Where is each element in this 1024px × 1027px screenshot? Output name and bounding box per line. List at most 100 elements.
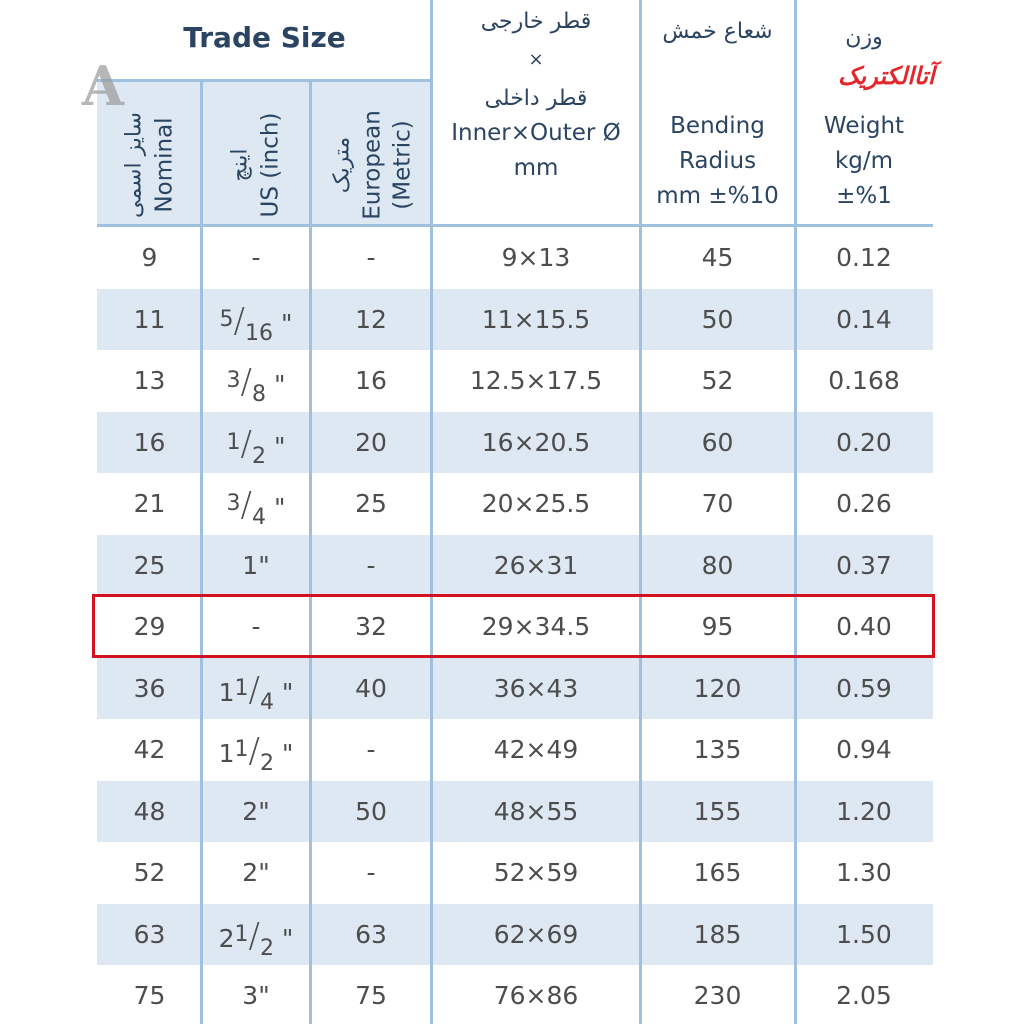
fraction-numerator: 1 xyxy=(226,429,241,455)
cell-dims: 48×55 xyxy=(493,796,579,826)
cell-bend: 155 xyxy=(693,796,742,826)
grid-line xyxy=(309,80,312,1024)
inch-mark: " xyxy=(281,677,294,707)
cell-us: 1/2 " xyxy=(226,423,286,469)
cell-bend: 120 xyxy=(693,673,742,703)
fraction-denominator: 4 xyxy=(259,689,274,715)
cell-weight: 0.168 xyxy=(828,366,900,395)
dims-header-en2: mm xyxy=(513,155,559,181)
weight-header-en2: kg/m xyxy=(834,148,894,174)
metric-header-en1: European xyxy=(359,110,386,220)
cell-bend: 135 xyxy=(693,735,742,764)
inch-mark: " xyxy=(280,308,293,338)
highlighted-row-box xyxy=(92,594,935,658)
cell-weight: 1.50 xyxy=(836,919,892,949)
table-row: 29 - 32 29×34.5 95 0.40 xyxy=(97,596,933,658)
cell-metric: 12 xyxy=(355,304,387,334)
cell-metric: - xyxy=(366,735,376,764)
cell-bend: 70 xyxy=(701,489,734,518)
dims-header-fa1: قطر خارجی xyxy=(480,9,592,34)
watermark-logo: A xyxy=(82,54,124,118)
cell-dims: 9×13 xyxy=(501,243,571,272)
table-row: 48 2" 50 48×55 155 1.20 xyxy=(97,780,933,842)
us-inch-header: اینچ US (inch) xyxy=(226,93,286,238)
grid-line xyxy=(200,80,203,1024)
bend-header: شعاع خمش Bending Radius mm ±%10 xyxy=(640,14,795,214)
cell-us: 3/4 " xyxy=(226,485,286,530)
cell-nominal: 36 xyxy=(133,673,166,703)
fraction-whole: 1 xyxy=(218,739,235,768)
inch-mark: " xyxy=(281,739,294,768)
cell-bend: 60 xyxy=(701,427,734,457)
dims-header-x: × xyxy=(528,49,544,70)
table-row: 36 11/4 " 40 36×43 120 0.59 xyxy=(97,657,933,719)
cell-weight: 0.59 xyxy=(836,673,892,703)
nominal-header: سایز اسمی Nominal xyxy=(120,93,180,238)
cell-dims: 29×34.5 xyxy=(481,612,591,641)
cell-dims: 16×20.5 xyxy=(481,427,591,457)
cell-metric: 20 xyxy=(355,427,387,457)
trade-size-heading: Trade Size xyxy=(183,21,346,54)
cell-weight: 2.05 xyxy=(836,981,892,1010)
cell-metric: 63 xyxy=(355,919,387,949)
cell-weight: 0.26 xyxy=(836,489,892,518)
cell-nominal: 21 xyxy=(133,489,166,518)
cell-weight: 0.12 xyxy=(836,243,892,272)
bend-header-en2: Radius xyxy=(678,148,757,174)
table-row: 21 3/4 " 25 20×25.5 70 0.26 xyxy=(97,473,933,535)
fraction-whole: 1 xyxy=(218,677,235,707)
cell-us: 2" xyxy=(242,858,270,887)
fraction-numerator: 1 xyxy=(234,921,249,947)
weight-header-en1: Weight xyxy=(823,113,905,139)
cell-nominal: 13 xyxy=(133,366,166,395)
cell-dims: 12.5×17.5 xyxy=(469,366,603,395)
cell-weight: 1.20 xyxy=(836,796,892,826)
table-row: 11 5/16 " 12 11×15.5 50 0.14 xyxy=(97,288,933,350)
grid-line xyxy=(794,0,797,1024)
metric-header: متریک European (Metric) xyxy=(328,83,418,248)
cell-nominal: 63 xyxy=(133,919,166,949)
inch-mark: " xyxy=(273,370,286,399)
cell-us: - xyxy=(251,243,261,272)
cell-dims: 20×25.5 xyxy=(481,489,591,518)
bend-header-en3: mm ±%10 xyxy=(656,183,779,209)
cell-metric: 32 xyxy=(355,612,387,641)
cell-metric: 50 xyxy=(355,796,387,826)
fraction-numerator: 5 xyxy=(219,306,234,332)
cell-us: 11/4 " xyxy=(218,669,294,715)
cell-nominal: 11 xyxy=(133,304,166,334)
cell-nominal: 16 xyxy=(133,427,166,457)
metric-header-en2: (Metric) xyxy=(389,120,416,210)
cell-us: 11/2 " xyxy=(218,731,294,776)
fraction-denominator: 2 xyxy=(252,443,266,469)
weight-header-fa: وزن xyxy=(845,25,883,50)
inch-mark: " xyxy=(273,431,286,461)
cell-nominal: 25 xyxy=(133,550,166,580)
cell-bend: 50 xyxy=(701,304,734,334)
dims-header-en1: Inner×Outer Ø xyxy=(451,120,621,146)
us-inch-header-fa: اینچ xyxy=(227,148,253,182)
table-row: 16 1/2 " 20 16×20.5 60 0.20 xyxy=(97,411,933,473)
cell-weight: 0.40 xyxy=(836,612,892,641)
cell-us: 5/16 " xyxy=(219,300,293,346)
cell-bend: 45 xyxy=(701,243,734,272)
weight-header: وزن Weight kg/m ±%1 xyxy=(795,20,933,214)
brand-logo: آتاالکتریک xyxy=(838,62,935,90)
fraction-denominator: 2 xyxy=(259,751,274,776)
fraction-denominator: 4 xyxy=(252,505,266,530)
table-row: 63 21/2 " 63 62×69 185 1.50 xyxy=(97,903,933,965)
fraction-numerator: 1 xyxy=(234,737,249,762)
cell-bend: 52 xyxy=(701,366,734,395)
fraction-denominator: 16 xyxy=(245,320,273,346)
cell-metric: - xyxy=(366,858,376,887)
cell-metric: - xyxy=(366,550,376,580)
cell-bend: 80 xyxy=(701,550,734,580)
cell-bend: 185 xyxy=(693,919,742,949)
metric-header-fa: متریک xyxy=(329,136,355,194)
table-row: 52 2" - 52×59 165 1.30 xyxy=(97,842,933,904)
cell-nominal: 75 xyxy=(133,981,166,1010)
cell-us: 21/2 " xyxy=(218,915,294,961)
table-row: 25 1" - 26×31 80 0.37 xyxy=(97,534,933,596)
cell-weight: 1.30 xyxy=(836,858,892,887)
table-row: 75 3" 75 76×86 230 2.05 xyxy=(97,965,933,1027)
